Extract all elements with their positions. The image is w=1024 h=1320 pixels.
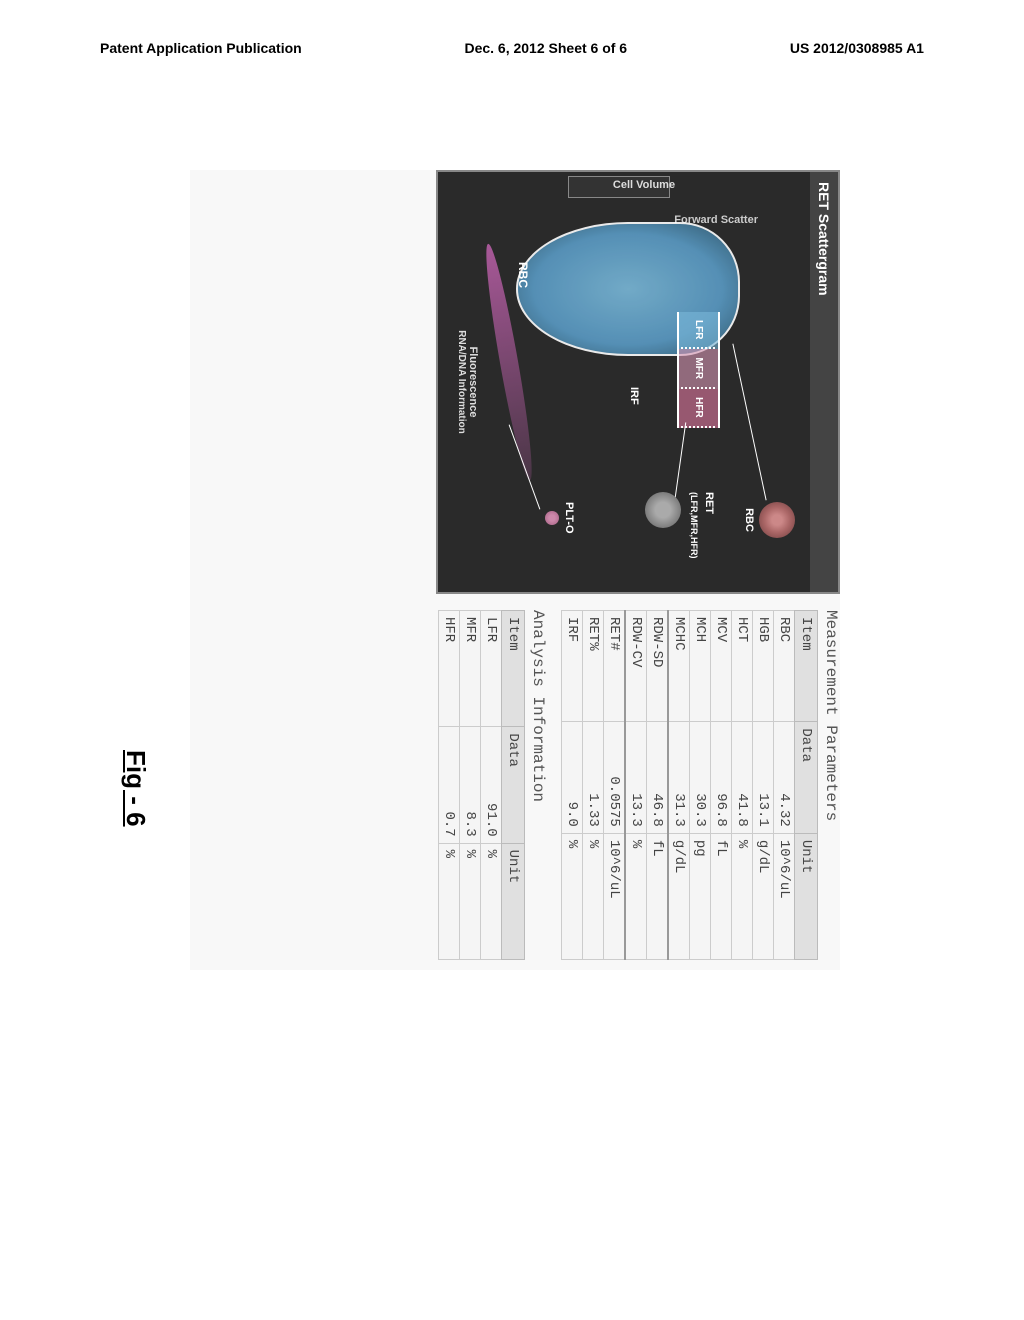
meas-header-unit: Unit [795,833,818,959]
meas-data: 0.0575 [604,722,626,833]
table-row: MCH30.3pg [690,611,711,960]
lfr-zone: LFR [677,312,720,349]
meas-unit: 10^6/uL [774,833,795,959]
ana-item: HFR [439,611,460,727]
table-row: RET%1.33% [583,611,604,960]
measurement-table: Item Data Unit RBC4.3210^6/uLHGB13.1g/dL… [561,610,818,960]
meas-data: 4.32 [774,722,795,833]
table-row: HFR0.7% [439,611,460,960]
data-tables: Measurement Parameters Item Data Unit RB… [438,610,840,960]
header-left: Patent Application Publication [100,40,302,56]
meas-unit: % [732,833,753,959]
analysis-title: Analysis Information [529,610,547,960]
rbc-cell-icon [759,502,795,538]
meas-data: 9.0 [562,722,583,833]
meas-data: 1.33 [583,722,604,833]
plt-cell-icon [545,511,559,525]
reticulocyte-zones: LFRMFRHFR [660,312,720,512]
table-row: RDW-SD46.8fL [647,611,669,960]
table-row: RBC4.3210^6/uL [774,611,795,960]
ana-item: MFR [460,611,481,727]
rbc-callout-label: RBC [743,508,755,532]
ana-item: LFR [481,611,502,727]
cell-volume-label: Cell Volume [613,179,675,191]
meas-header-item: Item [795,611,818,722]
meas-item: RDW-CV [625,611,647,722]
meas-unit: % [562,833,583,959]
meas-item: HCT [732,611,753,722]
ana-unit: % [460,843,481,959]
meas-unit: % [625,833,647,959]
meas-item: IRF [562,611,583,722]
plt-callout-label: PLT-O [563,502,575,534]
ana-header-unit: Unit [502,843,525,959]
ret-cell-icon [645,492,681,528]
meas-unit: fL [647,833,669,959]
hfr-zone: HFR [677,389,720,428]
meas-item: MCV [711,611,732,722]
mfr-zone: MFR [677,349,720,389]
rbc-callout: RBC [743,502,795,538]
fluorescence-label: Fluorescence [467,330,479,434]
ana-unit: % [439,843,460,959]
meas-item: RET# [604,611,626,722]
figure-label: Fig - 6 [120,750,151,827]
ana-header-item: Item [502,611,525,727]
meas-data: 30.3 [690,722,711,833]
table-row: HGB13.1g/dL [753,611,774,960]
header-center: Dec. 6, 2012 Sheet 6 of 6 [464,40,627,56]
ret-callout-label1: RET [703,492,715,514]
ana-unit: % [481,843,502,959]
scattergram-title: RET Scattergram [810,172,838,592]
meas-unit: pg [690,833,711,959]
analysis-table: Item Data Unit LFR91.0%MFR8.3%HFR0.7% [438,610,525,960]
table-row: HCT41.8% [732,611,753,960]
table-row: MCHC31.3g/dL [668,611,690,960]
plt-callout: PLT-O [545,502,575,534]
ret-scattergram: RET Scattergram Forward Scatter Cell Vol… [436,170,840,594]
rna-dna-label: RNA/DNA Information [456,330,467,434]
figure-content: RET Scattergram Forward Scatter Cell Vol… [190,170,840,970]
table-row: RET#0.057510^6/uL [604,611,626,960]
scattergram-body: Forward Scatter Cell Volume RBC LFRMFRHF… [450,172,810,592]
table-row: RDW-CV13.3% [625,611,647,960]
meas-unit: 10^6/uL [604,833,626,959]
meas-data: 46.8 [647,722,669,833]
ana-data: 91.0 [481,727,502,843]
table-row: IRF9.0% [562,611,583,960]
meas-data: 96.8 [711,722,732,833]
meas-data: 13.1 [753,722,774,833]
meas-data: 41.8 [732,722,753,833]
table-row: MFR8.3% [460,611,481,960]
meas-unit: g/dL [753,833,774,959]
meas-data: 31.3 [668,722,690,833]
meas-unit: g/dL [668,833,690,959]
table-row: LFR91.0% [481,611,502,960]
ret-callout: RET (LFR,MFR,HFR) [645,492,715,558]
meas-item: RDW-SD [647,611,669,722]
meas-item: RET% [583,611,604,722]
meas-item: HGB [753,611,774,722]
ana-data: 8.3 [460,727,481,843]
table-row: MCV96.8fL [711,611,732,960]
meas-item: MCHC [668,611,690,722]
meas-header-data: Data [795,722,818,833]
header-right: US 2012/0308985 A1 [790,40,924,56]
ana-header-data: Data [502,727,525,843]
meas-unit: fL [711,833,732,959]
callout-line-rbc [732,344,766,501]
irf-label: IRF [628,387,640,405]
ana-data: 0.7 [439,727,460,843]
x-axis-labels: Fluorescence RNA/DNA Information [456,330,479,434]
meas-item: MCH [690,611,711,722]
rbc-blob-label: RBC [516,262,530,288]
meas-data: 13.3 [625,722,647,833]
measurement-title: Measurement Parameters [822,610,840,960]
meas-item: RBC [774,611,795,722]
ret-callout-label2: (LFR,MFR,HFR) [689,492,699,558]
meas-unit: % [583,833,604,959]
